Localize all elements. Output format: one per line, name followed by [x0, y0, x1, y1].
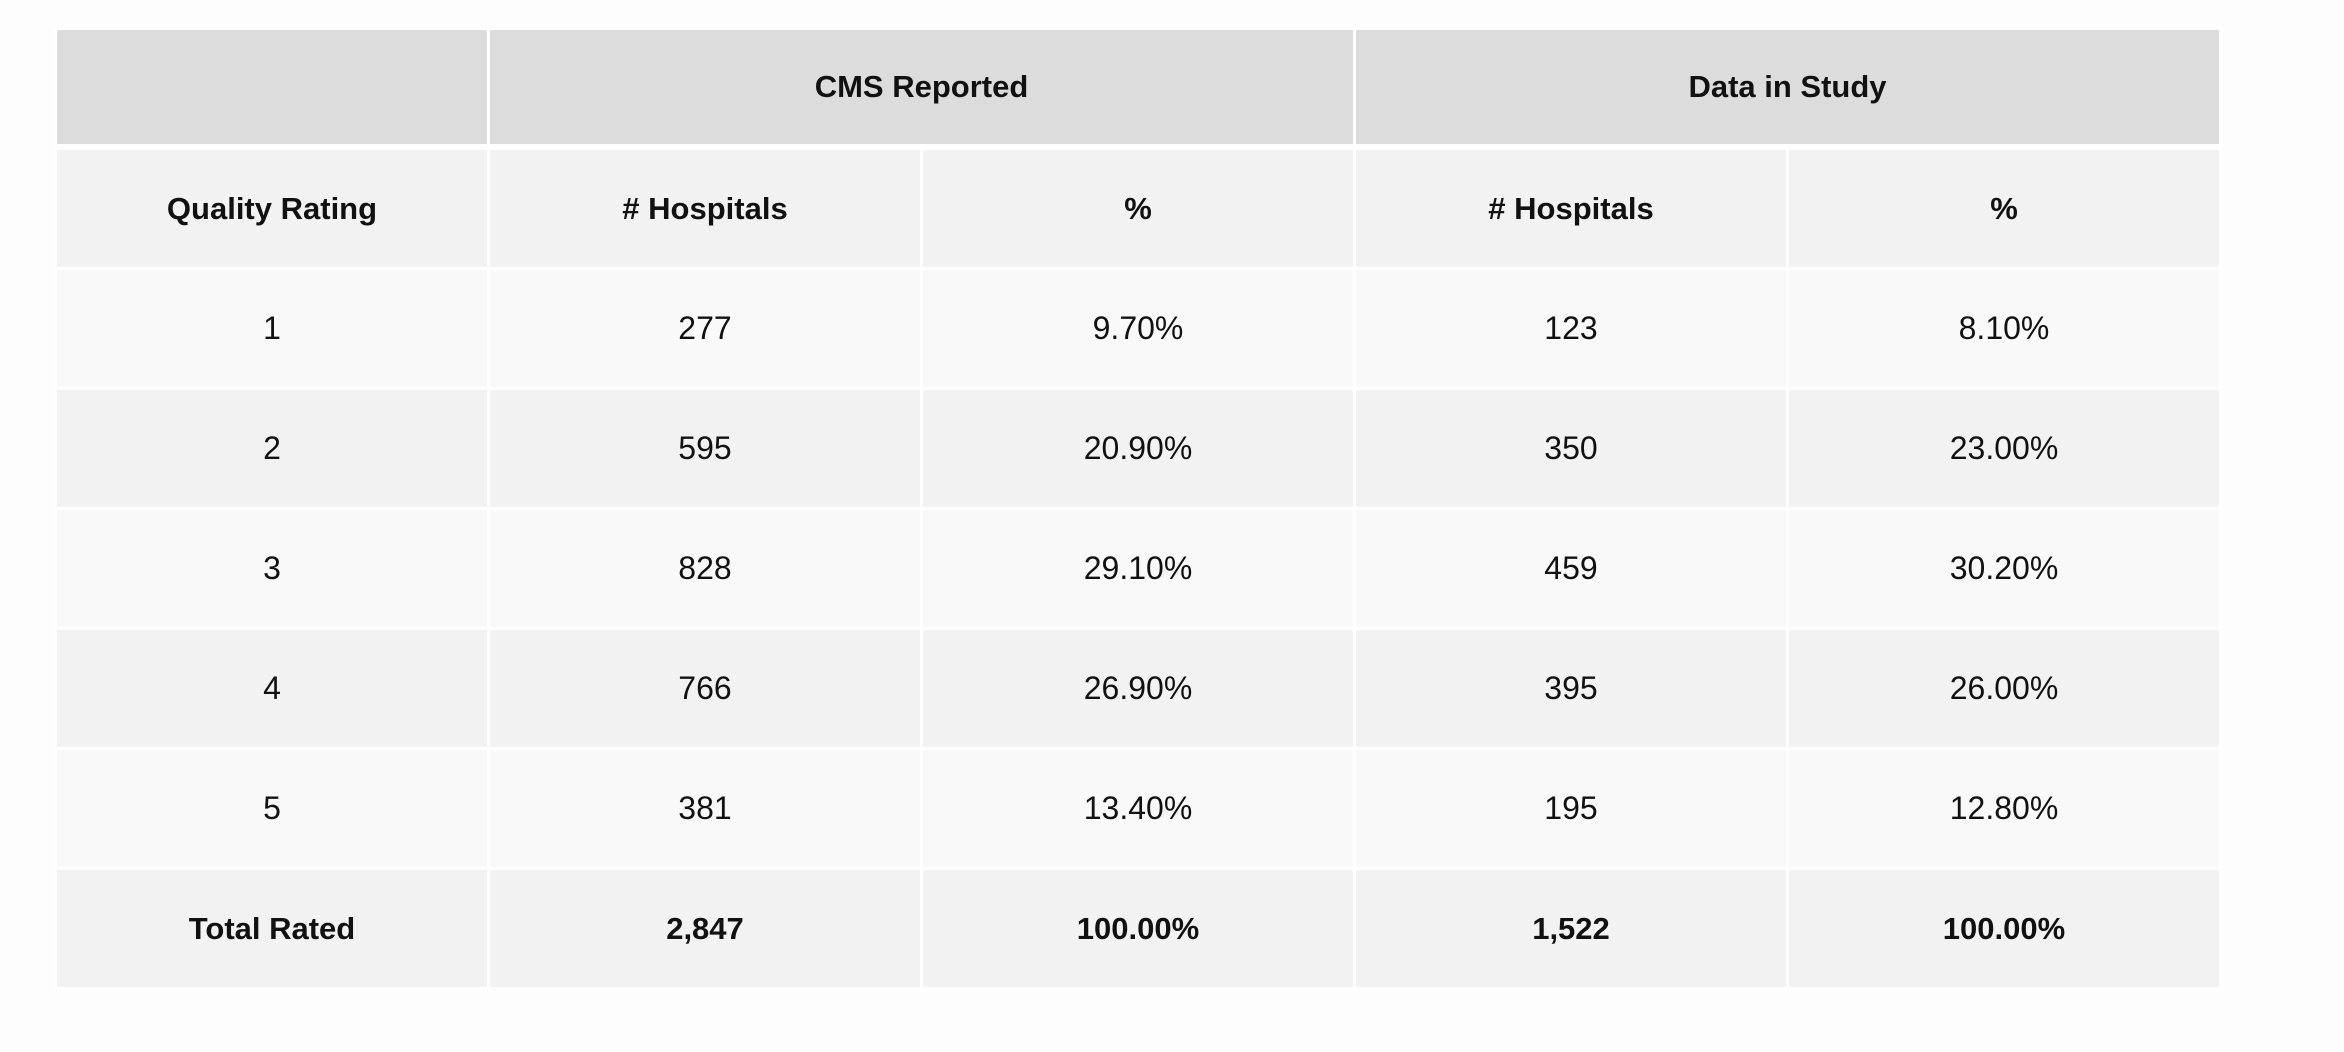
data-cell: 26.90% — [920, 627, 1356, 750]
data-cell: 20.90% — [920, 387, 1356, 510]
total-row: Total Rated 2,847 100.00% 1,522 100.00% — [54, 867, 2222, 990]
total-cell: 100.00% — [920, 867, 1356, 990]
data-row: 5 381 13.40% 195 12.80% — [54, 747, 2222, 870]
data-row: 1 277 9.70% 123 8.10% — [54, 267, 2222, 390]
rating-table: CMS Reported Data in Study Quality Rating #… — [54, 27, 2222, 990]
data-cell: 30.20% — [1786, 507, 2222, 630]
data-cell: 277 — [487, 267, 923, 390]
data-cell: 13.40% — [920, 747, 1356, 870]
data-cell: 29.10% — [920, 507, 1356, 630]
column-header-row: Quality Rating # Hospitals% # Hospitals% — [54, 145, 2222, 270]
data-cell: 9.70% — [920, 267, 1356, 390]
column-header: # Hospitals — [1353, 145, 1789, 270]
data-cell: 8.10% — [1786, 267, 2222, 390]
column-header: # Hospitals — [487, 145, 923, 270]
total-cell: 1,522 — [1353, 867, 1789, 990]
data-cell: 23.00% — [1786, 387, 2222, 510]
data-row: 2 595 20.90% 350 23.00% — [54, 387, 2222, 510]
data-cell: 195 — [1353, 747, 1789, 870]
data-cell: 350 — [1353, 387, 1789, 510]
total-cell: Total Rated — [54, 867, 490, 990]
group-header: Data in Study — [1353, 27, 2222, 150]
data-cell: 828 — [487, 507, 923, 630]
total-cell: 2,847 — [487, 867, 923, 990]
data-cell: 3 — [54, 507, 490, 630]
data-cell: 2 — [54, 387, 490, 510]
data-row: 4 766 26.90% 395 26.00% — [54, 627, 2222, 750]
column-header: % — [920, 145, 1356, 270]
data-cell: 123 — [1353, 267, 1789, 390]
data-cell: 1 — [54, 267, 490, 390]
column-header: % — [1786, 145, 2222, 270]
data-cell: 381 — [487, 747, 923, 870]
data-cell: 26.00% — [1786, 627, 2222, 750]
data-cell: 5 — [54, 747, 490, 870]
group-header: CMS Reported — [487, 27, 1356, 150]
data-cell: 4 — [54, 627, 490, 750]
data-cell: 395 — [1353, 627, 1789, 750]
data-cell: 12.80% — [1786, 747, 2222, 870]
column-header: Quality Rating — [54, 145, 490, 270]
data-row: 3 828 29.10% 459 30.20% — [54, 507, 2222, 630]
data-cell: 459 — [1353, 507, 1789, 630]
empty-cell — [54, 27, 490, 150]
total-cell: 100.00% — [1786, 867, 2222, 990]
group-header-row: CMS Reported Data in Study — [54, 27, 2222, 150]
data-cell: 595 — [487, 387, 923, 510]
data-cell: 766 — [487, 627, 923, 750]
